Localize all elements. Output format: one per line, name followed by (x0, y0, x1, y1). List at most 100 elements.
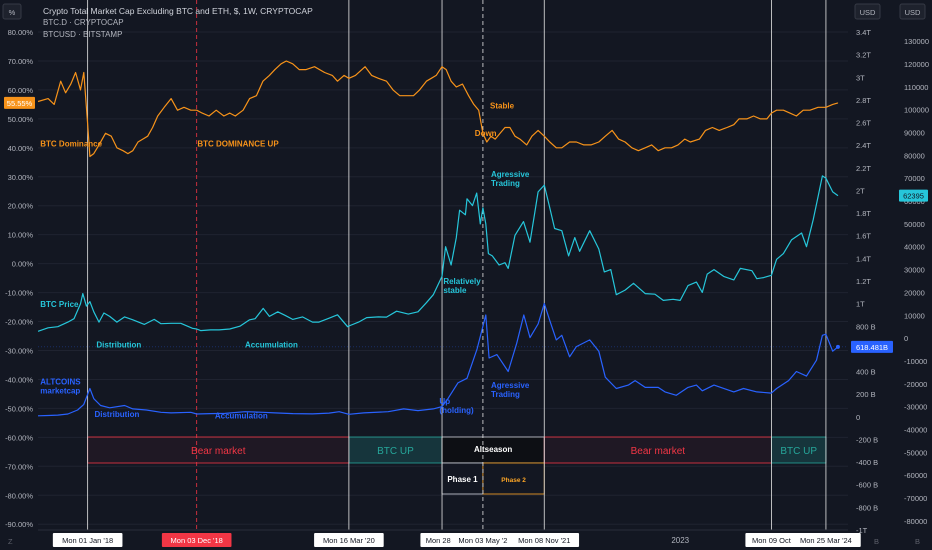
series-point (100, 405, 101, 406)
date-marker-label[interactable]: Mon 03 May '2 (450, 533, 516, 547)
mid-axis-tick-label: 800 B (856, 322, 876, 331)
series-point (417, 410, 419, 411)
series-point (817, 196, 819, 197)
series-point (702, 292, 703, 293)
mid-axis-tick-label: 3.4T (856, 28, 871, 37)
left-axis-tick-label: 50.00% (8, 115, 34, 124)
date-marker-label[interactable]: Mon 25 Mar '24 (791, 533, 861, 547)
series-point (403, 408, 405, 410)
date-marker-label[interactable]: Mon 08 Nov '21 (509, 533, 580, 547)
series-point (806, 375, 807, 377)
series-point (611, 130, 613, 131)
marker-layer (87, 0, 827, 530)
chart-annotation: Agressive Trading (491, 381, 530, 399)
series-point (93, 153, 95, 154)
series-point (554, 228, 555, 229)
series-point (699, 138, 700, 140)
series-point (783, 253, 784, 254)
series-point (406, 95, 408, 96)
series-point (328, 412, 330, 414)
series-point (825, 333, 827, 335)
date-marker-label[interactable]: Mon 01 Jan '18 (52, 533, 123, 547)
series-point (47, 327, 49, 329)
series-point (163, 107, 165, 108)
left-axis-tick-label: -20.00% (5, 318, 33, 327)
series-point (229, 112, 231, 114)
series-point (348, 78, 350, 79)
series-point (324, 72, 325, 73)
series-point (837, 195, 839, 196)
corner-label-right[interactable]: B (915, 537, 920, 546)
left-axis-unit-button[interactable]: % (2, 3, 22, 20)
date-marker-label[interactable]: Mon 16 Mar '20 (314, 533, 384, 547)
series-point (223, 115, 225, 117)
series-point (756, 391, 758, 393)
series-point (687, 285, 689, 286)
series-point (634, 380, 636, 381)
corner-label-mid[interactable]: B (874, 537, 879, 546)
series-point (516, 343, 517, 344)
band-label: Bear market (631, 446, 686, 457)
series-point (419, 89, 420, 91)
series-point (605, 376, 606, 378)
series-point (488, 357, 490, 359)
series-point (486, 141, 488, 143)
band-btc_up: BTC UP (348, 436, 443, 464)
left-axis-panel[interactable] (0, 0, 38, 550)
series-point (408, 313, 409, 315)
series-point (718, 130, 720, 131)
series-point (476, 348, 478, 350)
series-point (348, 325, 350, 327)
series-point (396, 310, 397, 312)
mid-axis-tick-label: 0 (856, 413, 860, 422)
series-point (751, 270, 753, 272)
series-point (363, 412, 365, 414)
series-point (98, 144, 100, 146)
right-axis-panel[interactable] (850, 0, 932, 550)
series-point (494, 138, 496, 140)
series-point (733, 279, 735, 281)
series-point (690, 141, 691, 143)
right-axis-unit-button[interactable]: USD (899, 3, 926, 20)
series-point (816, 359, 817, 361)
series-point (93, 398, 95, 400)
right-axis-tick-label: 110000 (904, 83, 928, 92)
right-axis-tick-label: 30000 (904, 266, 925, 275)
series-point (392, 89, 394, 91)
series-point (386, 316, 387, 318)
date-marker-label[interactable]: Mon 09 Oct (745, 533, 798, 547)
series-point (480, 223, 481, 225)
chart-annotation: Stable (490, 102, 515, 111)
corner-label-left[interactable]: Z (8, 537, 13, 546)
series-point (789, 112, 791, 114)
series-point (67, 321, 69, 323)
series-point (80, 89, 81, 91)
series-point (822, 175, 823, 177)
right-axis-tick-label: -10000 (904, 357, 927, 366)
series-point (262, 308, 264, 309)
series-point (305, 69, 307, 70)
series-point (132, 150, 134, 151)
series-point (485, 314, 487, 316)
mid-axis-tick-label: 1.6T (856, 232, 871, 241)
series-point (314, 66, 315, 67)
left-axis-tick-label: -60.00% (5, 433, 33, 442)
phase-box-phase1: Phase 1 (441, 462, 484, 495)
chart-annotation: Relatively stable (443, 277, 481, 295)
series-point (740, 268, 741, 269)
series-point (378, 78, 379, 79)
series-point (687, 387, 689, 388)
svg-text:USD: USD (905, 8, 921, 17)
series-point (116, 147, 118, 149)
series-point (610, 269, 612, 270)
date-marker-label[interactable]: Mon 03 Dec '18 (161, 533, 232, 547)
series-point (312, 413, 313, 415)
left-axis-tick-label: 0.00% (12, 260, 34, 269)
series-point (152, 127, 153, 128)
series-point (196, 328, 197, 330)
series-point (763, 277, 764, 278)
band-bear: Bear market (87, 436, 350, 464)
mid-axis-unit-button[interactable]: USD (854, 3, 881, 20)
series-point (348, 414, 350, 415)
